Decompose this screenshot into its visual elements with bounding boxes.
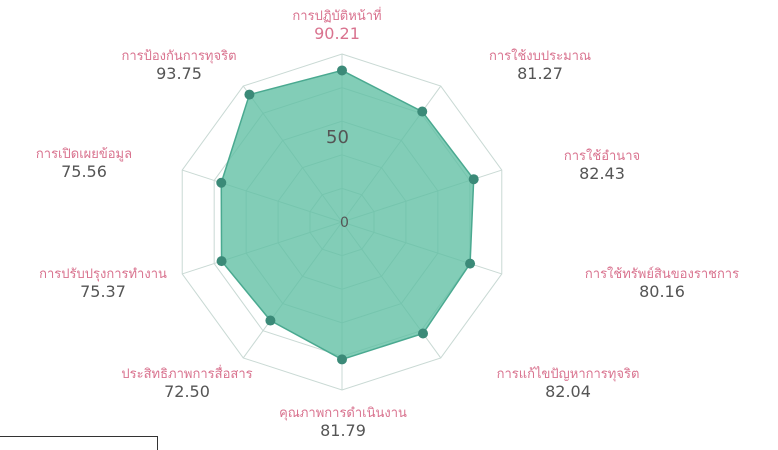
- data-point-9[interactable]: [244, 89, 255, 100]
- data-point-7[interactable]: [216, 256, 227, 267]
- data-point-6[interactable]: [265, 315, 276, 326]
- axis-name: ประสิทธิภาพการสื่อสาร: [121, 367, 253, 382]
- axis-value: 72.50: [164, 381, 210, 401]
- axis-label-6: ประสิทธิภาพการสื่อสาร 72.50: [121, 367, 253, 401]
- data-point-0[interactable]: [337, 65, 347, 76]
- axis-value: 81.79: [320, 420, 366, 440]
- data-point-2[interactable]: [468, 174, 479, 185]
- axis-value: 75.56: [61, 161, 107, 181]
- axis-value: 82.43: [579, 163, 625, 183]
- axis-value: 81.27: [517, 63, 563, 83]
- data-point-5[interactable]: [337, 354, 347, 365]
- axis-label-9: การป้องกันการทุจริต 93.75: [121, 49, 237, 83]
- radial-tick-label: 0: [340, 215, 349, 231]
- axis-label-1: การใช้งบประมาณ 81.27: [488, 49, 592, 83]
- axis-label-0: การปฏิบัติหน้าที่ 90.21: [292, 9, 382, 43]
- axis-value: 82.04: [545, 381, 591, 401]
- axis-name: การใช้ทรัพย์สินของราชการ: [584, 267, 740, 282]
- axis-name: การปฏิบัติหน้าที่: [292, 9, 382, 24]
- axis-value: 75.37: [80, 281, 126, 301]
- footer-divider: [0, 436, 158, 450]
- axis-label-8: การเปิดเผยข้อมูล 75.56: [35, 147, 133, 181]
- axis-name: คุณภาพการดำเนินงาน: [279, 406, 407, 421]
- data-point-4[interactable]: [418, 328, 429, 339]
- axis-name: การเปิดเผยข้อมูล: [35, 147, 133, 162]
- axis-name: การป้องกันการทุจริต: [121, 49, 237, 64]
- axis-label-2: การใช้อำนาจ 82.43: [563, 149, 641, 183]
- data-point-1[interactable]: [417, 106, 428, 117]
- axis-label-7: การปรับปรุงการทำงาน 75.37: [39, 267, 167, 301]
- axis-name: การใช้งบประมาณ: [488, 49, 592, 64]
- axis-label-3: การใช้ทรัพย์สินของราชการ 80.16: [584, 267, 740, 301]
- axis-name: การใช้อำนาจ: [563, 149, 641, 164]
- axis-label-5: คุณภาพการดำเนินงาน 81.79: [279, 406, 407, 440]
- axis-value: 80.16: [639, 281, 685, 301]
- axis-value: 90.21: [314, 23, 360, 43]
- data-point-3[interactable]: [465, 258, 476, 269]
- axis-label-4: การแก้ไขปัญหาการทุจริต 82.04: [496, 367, 640, 401]
- radial-tick-label: 50: [326, 127, 349, 148]
- axis-name: การแก้ไขปัญหาการทุจริต: [496, 367, 640, 382]
- data-point-8[interactable]: [216, 177, 227, 188]
- axis-value: 93.75: [156, 63, 202, 83]
- axis-name: การปรับปรุงการทำงาน: [39, 267, 167, 282]
